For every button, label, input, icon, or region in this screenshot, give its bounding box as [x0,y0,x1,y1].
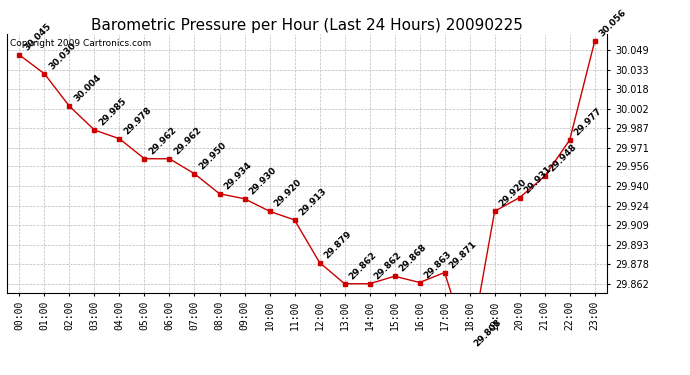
Text: 29.985: 29.985 [97,96,128,128]
Text: 30.056: 30.056 [598,8,629,39]
Text: 29.863: 29.863 [422,249,453,280]
Text: 29.934: 29.934 [222,160,254,191]
Text: 29.931: 29.931 [522,164,553,195]
Text: 29.871: 29.871 [448,239,479,270]
Title: Barometric Pressure per Hour (Last 24 Hours) 20090225: Barometric Pressure per Hour (Last 24 Ho… [91,18,523,33]
Text: 30.030: 30.030 [48,40,78,71]
Text: 29.879: 29.879 [322,229,354,260]
Text: 29.930: 29.930 [248,165,279,196]
Text: 29.920: 29.920 [273,178,304,209]
Text: 29.962: 29.962 [172,125,204,156]
Text: 30.045: 30.045 [22,22,53,53]
Text: 30.004: 30.004 [72,73,103,104]
Text: 29.808: 29.808 [473,318,504,349]
Text: 29.862: 29.862 [373,251,404,281]
Text: 29.868: 29.868 [397,243,428,274]
Text: 29.950: 29.950 [197,140,228,171]
Text: 29.862: 29.862 [348,251,379,281]
Text: Copyright 2009 Cartronics.com: Copyright 2009 Cartronics.com [10,39,151,48]
Text: 29.962: 29.962 [148,125,179,156]
Text: 29.978: 29.978 [122,105,154,136]
Text: 29.920: 29.920 [497,178,529,209]
Text: 29.913: 29.913 [297,186,328,218]
Text: 29.977: 29.977 [573,106,604,138]
Text: 29.948: 29.948 [548,142,579,174]
